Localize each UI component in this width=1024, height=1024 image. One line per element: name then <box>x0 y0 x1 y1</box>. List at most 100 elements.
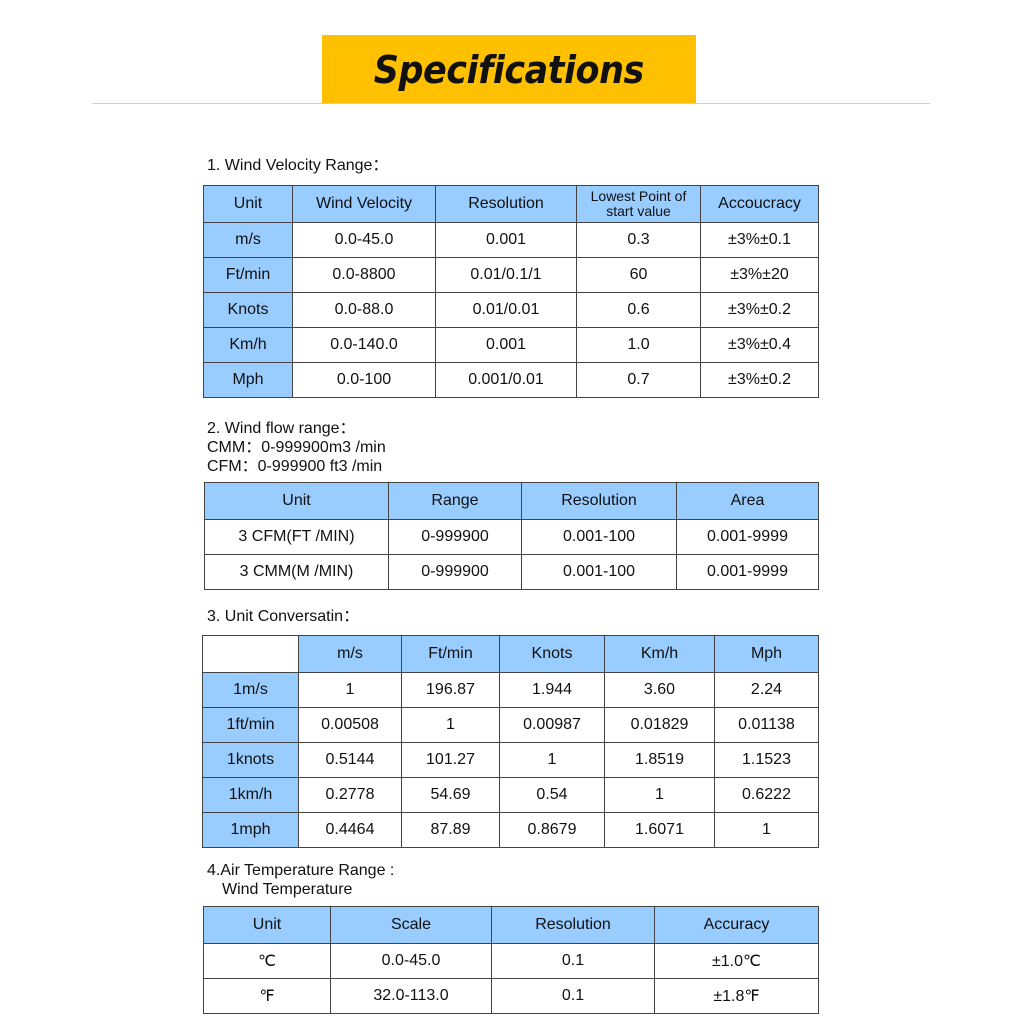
table-cell: 0.6222 <box>714 777 819 813</box>
header-cell: Unit <box>203 185 293 223</box>
header-row: m/s Ft/min Knots Km/h Mph <box>202 635 819 673</box>
table-cell: 0.1 <box>491 978 655 1014</box>
row-label-cell: 1m/s <box>202 672 299 708</box>
table-row: 3 CFM(FT /MIN) 0-999900 0.001-100 0.001-999… <box>204 519 819 555</box>
table-cell: 0.5144 <box>298 742 402 778</box>
table-cell: 0.001 <box>435 327 577 363</box>
table-cell: ±1.0℃ <box>654 943 819 979</box>
row-label-cell: ℃ <box>203 943 331 979</box>
section3-heading: 3. Unit Conversatin： <box>207 608 360 625</box>
table-cell: 1.1523 <box>714 742 819 778</box>
row-label-cell: m/s <box>203 222 293 258</box>
table-row: 1mph 0.4464 87.89 0.8679 1.6071 1 <box>202 812 819 848</box>
header-cell: m/s <box>298 635 402 673</box>
table-row: Ft/min 0.0-8800 0.01/0.1/1 60 ±3%±20 <box>203 257 819 293</box>
table-cell: 0.001-100 <box>521 554 677 590</box>
table-cell: 1 <box>499 742 605 778</box>
header-row: Unit Scale Resolution Accuracy <box>203 906 819 944</box>
table-cell: 1.6071 <box>604 812 715 848</box>
table-row: 3 CMM(M /MIN) 0-999900 0.001-100 0.001-9999 <box>204 554 819 590</box>
table-cell: 0.3 <box>576 222 701 258</box>
header-cell: Knots <box>499 635 605 673</box>
table-cell: 1.0 <box>576 327 701 363</box>
header-row: Unit Wind Velocity Resolution Lowest Point … <box>203 185 819 223</box>
table-cell: 0.001-9999 <box>676 519 819 555</box>
header-cell: Accuracy <box>654 906 819 944</box>
table-cell: 0.7 <box>576 362 701 398</box>
table-row: 1knots 0.5144 101.27 1 1.8519 1.1523 <box>202 742 819 778</box>
table-cell: 0-999900 <box>388 554 522 590</box>
table-cell: 0.0-45.0 <box>330 943 492 979</box>
table-row: Knots 0.0-88.0 0.01/0.01 0.6 ±3%±0.2 <box>203 292 819 328</box>
air-temperature-table: Unit Scale Resolution Accuracy ℃ 0.0-45.0 0.1 ±… <box>203 906 819 1014</box>
table-cell: 1 <box>401 707 500 743</box>
header-cell: Range <box>388 482 522 520</box>
table-row: ℉ 32.0-113.0 0.1 ±1.8℉ <box>203 978 819 1014</box>
row-label-cell: 3 CFM(FT /MIN) <box>204 519 389 555</box>
header-cell: Km/h <box>604 635 715 673</box>
unit-conversion-table: m/s Ft/min Knots Km/h Mph 1m/s 1 196.87 1.944 3.6… <box>202 635 819 848</box>
header-cell: Ft/min <box>401 635 500 673</box>
table-row: 1m/s 1 196.87 1.944 3.60 2.24 <box>202 672 819 708</box>
row-label-cell: ℉ <box>203 978 331 1014</box>
header-cell: Scale <box>330 906 492 944</box>
table-cell: 0.01138 <box>714 707 819 743</box>
table-cell: 32.0-113.0 <box>330 978 492 1014</box>
cmm-range-text: CMM：0-999900m3 /min <box>207 439 386 456</box>
header-cell: Wind Velocity <box>292 185 436 223</box>
table-cell: 0.54 <box>499 777 605 813</box>
row-label-cell: 3 CMM(M /MIN) <box>204 554 389 590</box>
table-cell: ±3%±20 <box>700 257 819 293</box>
table-cell: 0.01829 <box>604 707 715 743</box>
table-cell: 60 <box>576 257 701 293</box>
table-cell: 2.24 <box>714 672 819 708</box>
table-cell: 0.01/0.1/1 <box>435 257 577 293</box>
table-row: Mph 0.0-100 0.001/0.01 0.7 ±3%±0.2 <box>203 362 819 398</box>
page-title: Specifications <box>373 47 645 92</box>
table-cell: 1 <box>714 812 819 848</box>
table-cell: ±3%±0.2 <box>700 362 819 398</box>
table-cell: 0.00508 <box>298 707 402 743</box>
table-cell: 196.87 <box>401 672 500 708</box>
table-row: ℃ 0.0-45.0 0.1 ±1.0℃ <box>203 943 819 979</box>
divider <box>92 103 930 104</box>
table-cell: 0.001/0.01 <box>435 362 577 398</box>
table-cell: 0.0-100 <box>292 362 436 398</box>
table-row: m/s 0.0-45.0 0.001 0.3 ±3%±0.1 <box>203 222 819 258</box>
wind-velocity-table: Unit Wind Velocity Resolution Lowest Point … <box>203 185 819 398</box>
header-cell: Unit <box>203 906 331 944</box>
wind-flow-table: Unit Range Resolution Area 3 CFM(FT /MIN) 0-9… <box>204 482 819 590</box>
row-label-cell: Ft/min <box>203 257 293 293</box>
row-label-cell: Km/h <box>203 327 293 363</box>
table-cell: ±3%±0.1 <box>700 222 819 258</box>
table-cell: 54.69 <box>401 777 500 813</box>
header-cell: Accoucracy <box>700 185 819 223</box>
table-cell: 0.0-45.0 <box>292 222 436 258</box>
cfm-range-text: CFM：0-999900 ft3 /min <box>207 458 383 475</box>
table-cell: 0.1 <box>491 943 655 979</box>
table-cell: 101.27 <box>401 742 500 778</box>
header-cell: Unit <box>204 482 389 520</box>
table-cell: 0.01/0.01 <box>435 292 577 328</box>
table-cell: 1.8519 <box>604 742 715 778</box>
row-label-cell: 1knots <box>202 742 299 778</box>
table-cell: 0.4464 <box>298 812 402 848</box>
row-label-cell: 1ft/min <box>202 707 299 743</box>
table-cell: 0.0-88.0 <box>292 292 436 328</box>
table-cell: 0.001-9999 <box>676 554 819 590</box>
row-label-cell: 1km/h <box>202 777 299 813</box>
table-cell: 0.001-100 <box>521 519 677 555</box>
table-cell: 0.2778 <box>298 777 402 813</box>
table-row: 1ft/min 0.00508 1 0.00987 0.01829 0.01138 <box>202 707 819 743</box>
table-cell: ±3%±0.4 <box>700 327 819 363</box>
table-cell: 3.60 <box>604 672 715 708</box>
header-cell <box>202 635 299 673</box>
table-cell: 1 <box>298 672 402 708</box>
table-row: Km/h 0.0-140.0 0.001 1.0 ±3%±0.4 <box>203 327 819 363</box>
header-cell: Lowest Point of start value <box>576 185 701 223</box>
header-cell: Resolution <box>435 185 577 223</box>
header-cell: Resolution <box>521 482 677 520</box>
title-banner: Specifications <box>322 35 696 104</box>
section4-subheading: Wind Temperature <box>222 881 353 898</box>
table-cell: 0.6 <box>576 292 701 328</box>
